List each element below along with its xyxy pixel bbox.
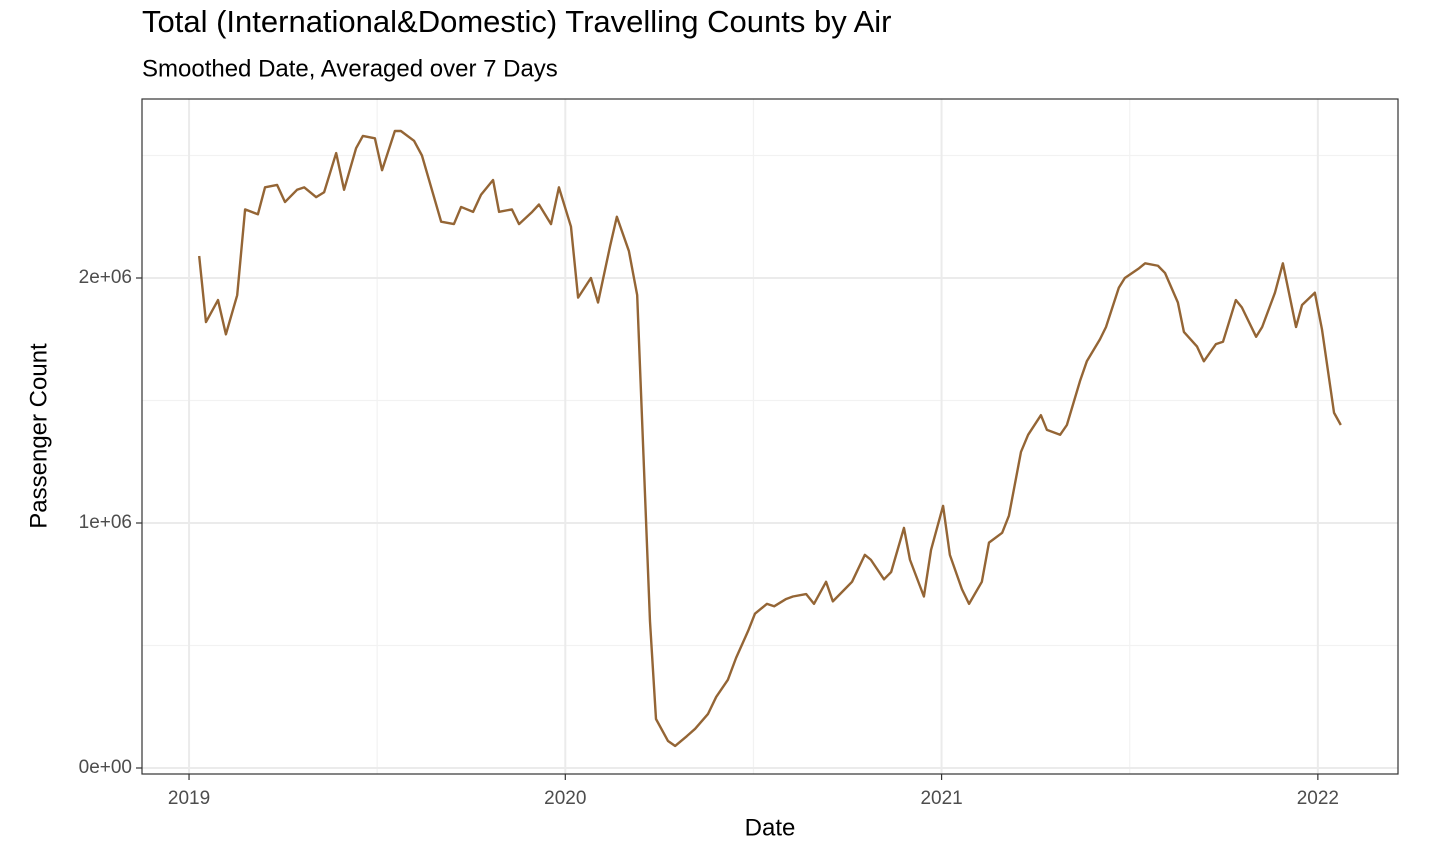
chart-title: Total (International&Domestic) Travellin… (142, 4, 892, 39)
x-axis-title: Date (745, 814, 796, 841)
y-tick-label: 1e+06 (79, 512, 132, 533)
y-tick-label: 0e+00 (79, 757, 132, 778)
data-line (197, 129, 1342, 748)
x-tick-label: 2022 (1297, 788, 1339, 809)
x-tick-label: 2021 (920, 788, 962, 809)
x-tick-label: 2020 (544, 788, 586, 809)
y-axis-title: Passenger Count (25, 343, 52, 529)
plot-border (141, 98, 1399, 775)
y-tick-label: 2e+06 (79, 267, 132, 288)
chart-subtitle: Smoothed Date, Averaged over 7 Days (142, 55, 558, 82)
x-tick-label: 2019 (168, 788, 210, 809)
